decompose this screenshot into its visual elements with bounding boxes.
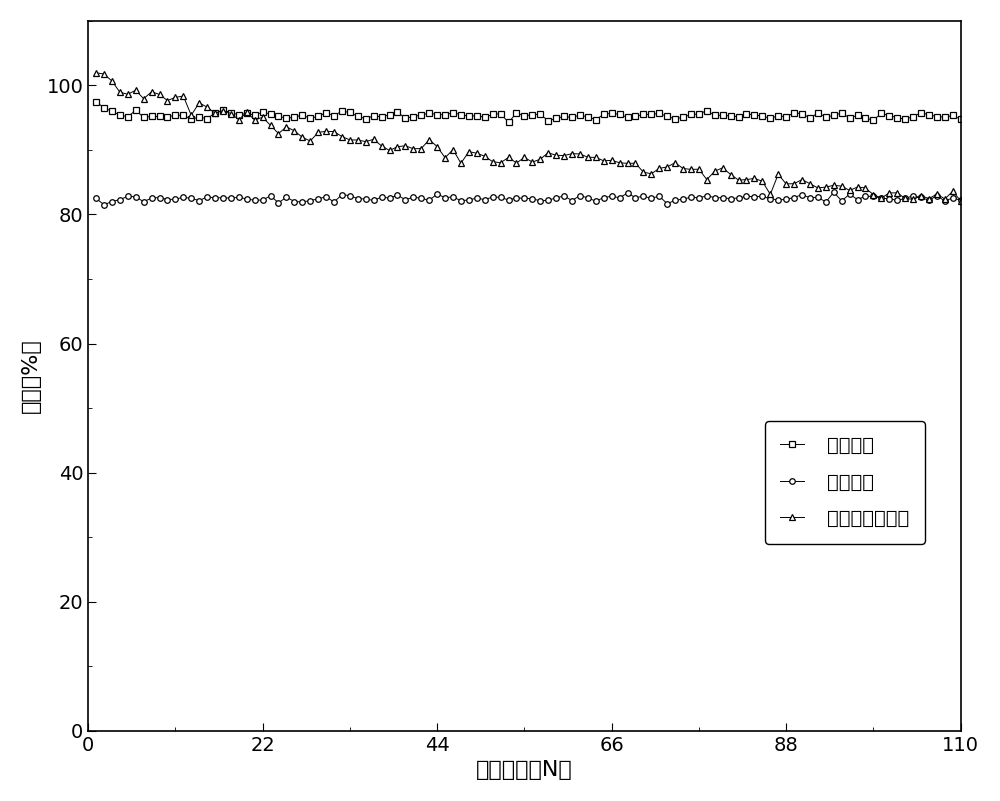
放电容量衰减率 [510,159,522,168]
放电容量衰减率 [90,68,102,78]
库伦效率 [90,97,102,107]
Line: 能量效率: 能量效率 [93,190,963,207]
能量效率 [352,194,364,203]
库伦效率 [955,115,967,124]
能量效率 [915,193,927,203]
能量效率 [947,193,959,203]
库伦效率 [503,118,515,127]
库伦效率 [907,112,919,122]
放电容量衰减率 [487,157,499,167]
库伦效率 [939,112,951,122]
Legend: 库伦效率, 能量效率, 放电容量衰减率: 库伦效率, 能量效率, 放电容量衰减率 [765,421,925,544]
能量效率 [955,195,967,205]
能量效率 [518,194,530,203]
能量效率 [90,194,102,203]
库伦效率 [709,111,721,120]
能量效率 [98,200,110,210]
Line: 放电容量衰减率: 放电容量衰减率 [93,70,963,203]
放电容量衰减率 [931,189,943,199]
Y-axis label: 效率（%）: 效率（%） [21,338,41,413]
放电容量衰减率 [955,196,967,206]
Line: 库伦效率: 库伦效率 [93,99,963,125]
库伦效率 [487,110,499,119]
能量效率 [495,192,507,202]
放电容量衰减率 [701,175,713,184]
能量效率 [828,187,840,197]
放电容量衰减率 [344,135,356,145]
库伦效率 [344,107,356,117]
库伦效率 [518,111,530,121]
X-axis label: 循环次数（N）: 循环次数（N） [476,760,573,780]
能量效率 [709,193,721,203]
放电容量衰减率 [899,194,911,203]
